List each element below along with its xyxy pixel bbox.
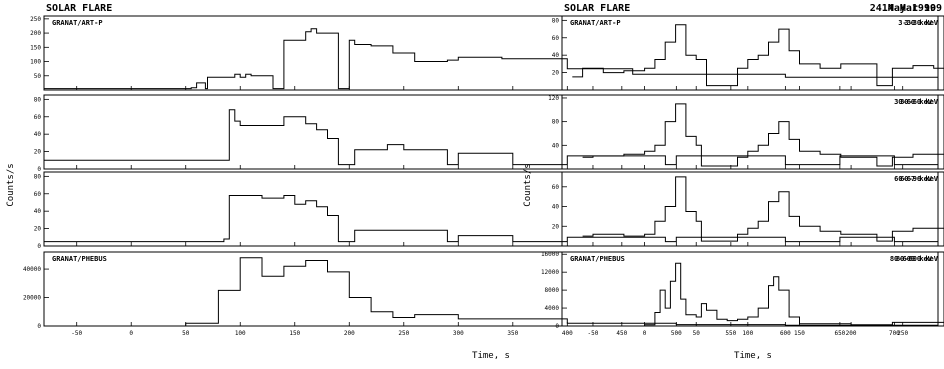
y-tick-label: 40 (552, 142, 560, 149)
x-tick-label: 150 (289, 330, 300, 337)
y-tick-label: 80 (34, 96, 42, 103)
series-line-60-96-keV (582, 176, 944, 242)
instrument-label: GRANAT/ART-P (52, 19, 103, 27)
y-tick-label: 120 (548, 95, 559, 102)
y-tick-label: 20 (552, 223, 560, 230)
x-tick-label: 100 (235, 330, 246, 337)
y-tick-label: 80 (552, 17, 560, 24)
y-tick-label: 150 (30, 44, 41, 51)
y-tick-label: 60 (34, 114, 42, 121)
series-line-3-30-keV (572, 24, 944, 87)
y-tick-label: 20 (552, 70, 560, 77)
band-label: 30-60 keV (894, 98, 933, 106)
figure-date: 24 May 1990 (870, 3, 936, 14)
y-tick-label: 20 (34, 149, 42, 156)
figure-date: 14 Mar 199 (882, 3, 942, 14)
y-tick-label: 4000 (545, 305, 560, 312)
panel-frame (43, 171, 939, 247)
x-tick-label: 450 (616, 330, 627, 337)
panel-frame (43, 251, 939, 327)
instrument-label: GRANAT/PHEBUS (570, 255, 625, 263)
y-tick-label: 0 (555, 323, 559, 330)
panel-frame (561, 251, 944, 327)
y-tick-label: 16000 (541, 251, 559, 258)
band-label: 3-30 keV (904, 19, 939, 27)
x-tick-label: 350 (507, 330, 518, 337)
band-label: 80-600 keV (890, 255, 933, 263)
y-tick-label: 80 (34, 173, 42, 180)
y-tick-label: 60 (34, 191, 42, 198)
x-tick-label: 100 (742, 330, 753, 337)
instrument-label: GRANAT/ART-P (570, 19, 621, 27)
series-line-30-60-keV (582, 103, 944, 167)
y-tick-label: 60 (552, 184, 560, 191)
y-tick-label: 50 (34, 73, 42, 80)
band-label: 60-96 keV (900, 175, 939, 183)
x-tick-label: 200 (846, 330, 857, 337)
series-line-60-67-keV (44, 195, 938, 243)
panel-frame (561, 171, 944, 247)
figure-title: SOLAR FLARE (564, 3, 630, 14)
x-axis-title: Time, s (734, 351, 772, 361)
series-line-3-30-keV (44, 28, 938, 90)
y-tick-label: 250 (30, 16, 41, 23)
y-axis-title: Counts/s (6, 163, 16, 206)
y-tick-label: 20 (34, 226, 42, 233)
y-tick-label: 0 (37, 323, 41, 330)
x-tick-label: 50 (693, 330, 701, 337)
x-tick-label: 50 (182, 330, 190, 337)
y-tick-label: 200 (30, 30, 41, 37)
x-tick-label: 550 (725, 330, 736, 337)
panel-frame (43, 94, 939, 170)
x-tick-label: 600 (780, 330, 791, 337)
series-line-30-60-keV (44, 109, 938, 166)
x-tick-label: 250 (398, 330, 409, 337)
x-tick-label: 500 (671, 330, 682, 337)
x-tick-label: 150 (794, 330, 805, 337)
x-tick-label: 0 (643, 330, 647, 337)
x-tick-label: 300 (453, 330, 464, 337)
band-label: 80-600 keV (896, 255, 939, 263)
x-tick-label: 200 (344, 330, 355, 337)
series-line-80-600-keV (44, 257, 938, 326)
x-tick-label: 250 (897, 330, 908, 337)
x-tick-label: 0 (129, 330, 133, 337)
y-tick-label: 60 (552, 35, 560, 42)
series-line-80-600-keV (582, 262, 944, 326)
y-tick-label: 40000 (23, 266, 41, 273)
y-tick-label: 100 (30, 59, 41, 66)
y-axis-title: Counts/s (523, 163, 533, 206)
panel-frame (561, 94, 944, 170)
y-tick-label: 40 (552, 52, 560, 59)
x-tick-label: 400 (562, 330, 573, 337)
y-tick-label: 40 (34, 208, 42, 215)
y-tick-label: 0 (37, 243, 41, 250)
x-tick-label: 650 (834, 330, 845, 337)
y-tick-label: 40 (34, 131, 42, 138)
y-tick-label: 12000 (541, 269, 559, 276)
x-tick-label: -50 (588, 330, 599, 337)
band-label: 30-60 keV (900, 98, 939, 106)
figure-title: SOLAR FLARE (46, 3, 112, 14)
x-tick-label: -50 (71, 330, 82, 337)
panel-frame (43, 15, 939, 91)
band-label: 3-30 keV (898, 19, 933, 27)
band-label: 60-67 keV (894, 175, 933, 183)
y-tick-label: 80 (552, 119, 560, 126)
x-tick-label: 700 (889, 330, 900, 337)
instrument-label: GRANAT/PHEBUS (52, 255, 107, 263)
panel-frame (561, 15, 944, 91)
y-tick-label: 0 (37, 166, 41, 173)
y-tick-label: 20000 (23, 295, 41, 302)
y-tick-label: 40 (552, 204, 560, 211)
x-axis-title: Time, s (472, 351, 510, 361)
y-tick-label: 8000 (545, 287, 560, 294)
